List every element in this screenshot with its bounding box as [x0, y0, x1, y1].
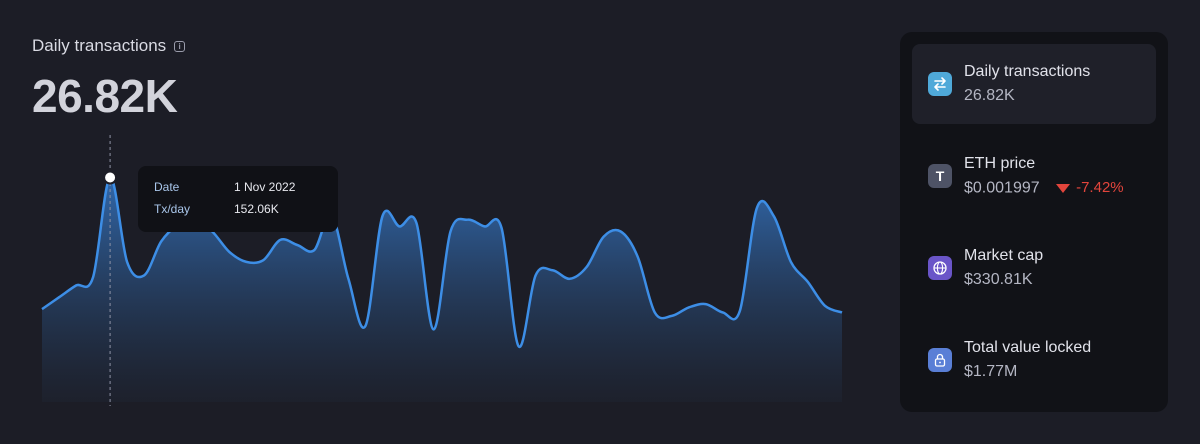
chart-panel: Daily transactions i 26.82K Date 1 Nov 2…	[32, 30, 852, 420]
sidebar-item-label: Total value locked	[964, 339, 1092, 356]
chart-title: Daily transactions	[32, 36, 167, 55]
token-t-icon: T	[928, 164, 952, 188]
price-change-badge: -7.42%	[1056, 177, 1124, 199]
tooltip-tx-label: Tx/day	[154, 202, 191, 216]
chart-tooltip: Date 1 Nov 2022 Tx/day 152.06K	[138, 166, 338, 232]
sidebar-item-market-cap[interactable]: Market cap $330.81K	[912, 228, 1156, 308]
sidebar-item-value: 26.82K	[964, 87, 1015, 104]
sidebar-item-value: $0.001997	[964, 179, 1040, 197]
tooltip-date-label: Date	[154, 180, 180, 194]
headline-value: 26.82K	[32, 70, 178, 122]
sidebar-item-value: $330.81K	[964, 271, 1033, 288]
sidebar-item-value-row: $0.001997 -7.42%	[964, 177, 1124, 200]
sidebar-item-label: Daily transactions	[964, 63, 1091, 80]
sidebar-item-value: $1.77M	[964, 363, 1018, 380]
globe-icon	[928, 256, 952, 280]
down-triangle-icon	[1056, 183, 1071, 193]
sidebar-item-label: Market cap	[964, 247, 1044, 264]
tooltip-date-value: 1 Nov 2022	[234, 180, 296, 194]
sidebar-item-label: ETH price	[964, 155, 1036, 172]
metrics-sidebar: Daily transactions 26.82K T ETH price $0…	[900, 32, 1168, 412]
swap-arrows-icon	[928, 72, 952, 96]
tooltip-tx-value: 152.06K	[234, 202, 279, 216]
lock-icon	[928, 348, 952, 372]
sidebar-item-daily-transactions[interactable]: Daily transactions 26.82K	[912, 44, 1156, 124]
price-change-value: -7.42%	[1076, 179, 1124, 196]
highlight-point[interactable]	[103, 170, 118, 185]
chart-header: Daily transactions i	[32, 30, 852, 62]
info-icon[interactable]: i	[174, 40, 186, 52]
tooltip-tx-row: Tx/day 152.06K	[154, 202, 279, 216]
sidebar-item-total-value-locked[interactable]: Total value locked $1.77M	[912, 320, 1156, 400]
sidebar-item-eth-price[interactable]: T ETH price $0.001997 -7.42%	[912, 136, 1156, 216]
tooltip-date-row: Date 1 Nov 2022	[154, 180, 295, 194]
